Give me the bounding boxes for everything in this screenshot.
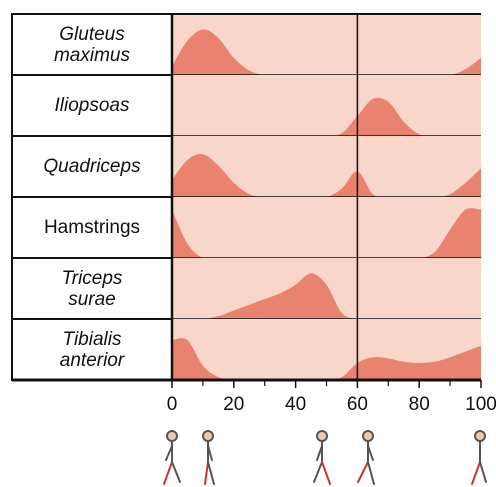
muscle-label: Gluteus maximus bbox=[53, 23, 130, 66]
activation-area bbox=[172, 154, 481, 197]
x-tick-label: 100 bbox=[465, 394, 496, 415]
x-tick-label: 80 bbox=[409, 394, 430, 415]
activation-area bbox=[172, 273, 481, 319]
activation-area bbox=[172, 208, 481, 258]
x-tick-label: 0 bbox=[167, 394, 178, 415]
x-tick-label: 20 bbox=[223, 394, 244, 415]
x-tick-label: 60 bbox=[347, 394, 368, 415]
muscle-label: Hamstrings bbox=[43, 217, 141, 238]
row-background bbox=[172, 197, 481, 258]
activation-area bbox=[172, 29, 481, 75]
walking-figures bbox=[163, 430, 487, 485]
muscle-label: Tibialis anterior bbox=[59, 328, 125, 371]
activation-area bbox=[172, 97, 481, 136]
muscle-label: Quadriceps bbox=[43, 156, 141, 177]
activation-area bbox=[172, 338, 481, 380]
x-tick-label: 40 bbox=[285, 394, 306, 415]
muscle-label: Triceps surae bbox=[61, 267, 123, 310]
row-background bbox=[172, 75, 481, 136]
muscle-label: Iliopsoas bbox=[54, 95, 130, 116]
